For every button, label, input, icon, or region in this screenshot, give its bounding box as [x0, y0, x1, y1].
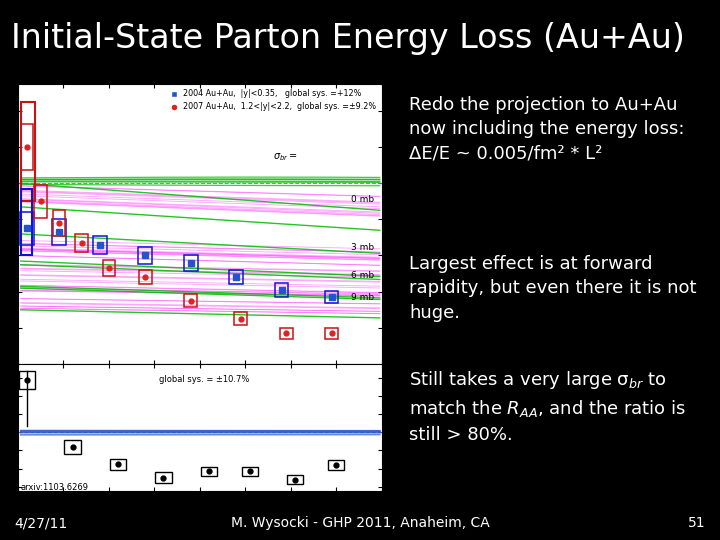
Bar — [184, 294, 197, 307]
Bar — [110, 458, 126, 470]
Text: 4/27/11: 4/27/11 — [14, 516, 68, 530]
Text: $\sigma_{br}=$: $\sigma_{br}=$ — [272, 152, 297, 164]
Text: Largest effect is at forward
rapidity, but even there it is not
huge.: Largest effect is at forward rapidity, b… — [409, 255, 696, 321]
Bar — [139, 270, 152, 285]
Bar — [21, 124, 33, 170]
Bar — [93, 235, 107, 254]
Legend: 2004 Au+Au,  |y|<0.35,   global sys. =+12%, 2007 Au+Au,  1.2<|y|<2.2,  global sy: 2004 Au+Au, |y|<0.35, global sys. =+12%,… — [166, 86, 379, 114]
Bar — [76, 234, 88, 252]
Bar — [325, 291, 338, 303]
Bar — [230, 270, 243, 285]
Bar — [53, 210, 66, 235]
Bar — [275, 282, 289, 297]
Bar — [242, 467, 258, 476]
Bar — [184, 254, 197, 271]
Bar — [19, 372, 35, 389]
Bar — [201, 467, 217, 476]
Bar — [280, 328, 292, 339]
Bar — [21, 102, 35, 201]
Bar — [20, 212, 34, 245]
Text: 6 mb: 6 mb — [351, 271, 374, 280]
Bar — [156, 472, 171, 483]
Bar — [21, 188, 32, 255]
Bar — [102, 260, 115, 276]
Bar — [328, 460, 344, 470]
Text: Initial-State Parton Energy Loss (Au+Au): Initial-State Parton Energy Loss (Au+Au) — [11, 22, 685, 55]
Bar — [138, 247, 152, 264]
Bar — [52, 219, 66, 245]
Text: 3 mb: 3 mb — [351, 243, 374, 252]
Text: M. Wysocki - GHP 2011, Anaheim, CA: M. Wysocki - GHP 2011, Anaheim, CA — [230, 516, 490, 530]
Bar — [287, 475, 303, 484]
Text: arxiv:1103.6269: arxiv:1103.6269 — [21, 483, 89, 491]
Bar — [234, 313, 247, 325]
Text: 9 mb: 9 mb — [351, 293, 374, 302]
Text: 51: 51 — [688, 516, 706, 530]
Bar — [64, 440, 81, 454]
Bar — [35, 185, 47, 218]
Bar — [325, 328, 338, 339]
Text: Still takes a very large σ$_{br}$ to
match the $R_{AA}$, and the ratio is
still : Still takes a very large σ$_{br}$ to mat… — [409, 369, 686, 443]
Text: global sys. = ±10.7%: global sys. = ±10.7% — [159, 375, 249, 384]
Text: 0 mb: 0 mb — [351, 195, 374, 204]
X-axis label: $N_{part}$: $N_{part}$ — [186, 507, 213, 523]
Text: Redo the projection to Au+Au
now including the energy loss:
ΔE/E ~ 0.005/fm² * L: Redo the projection to Au+Au now includi… — [409, 96, 685, 163]
